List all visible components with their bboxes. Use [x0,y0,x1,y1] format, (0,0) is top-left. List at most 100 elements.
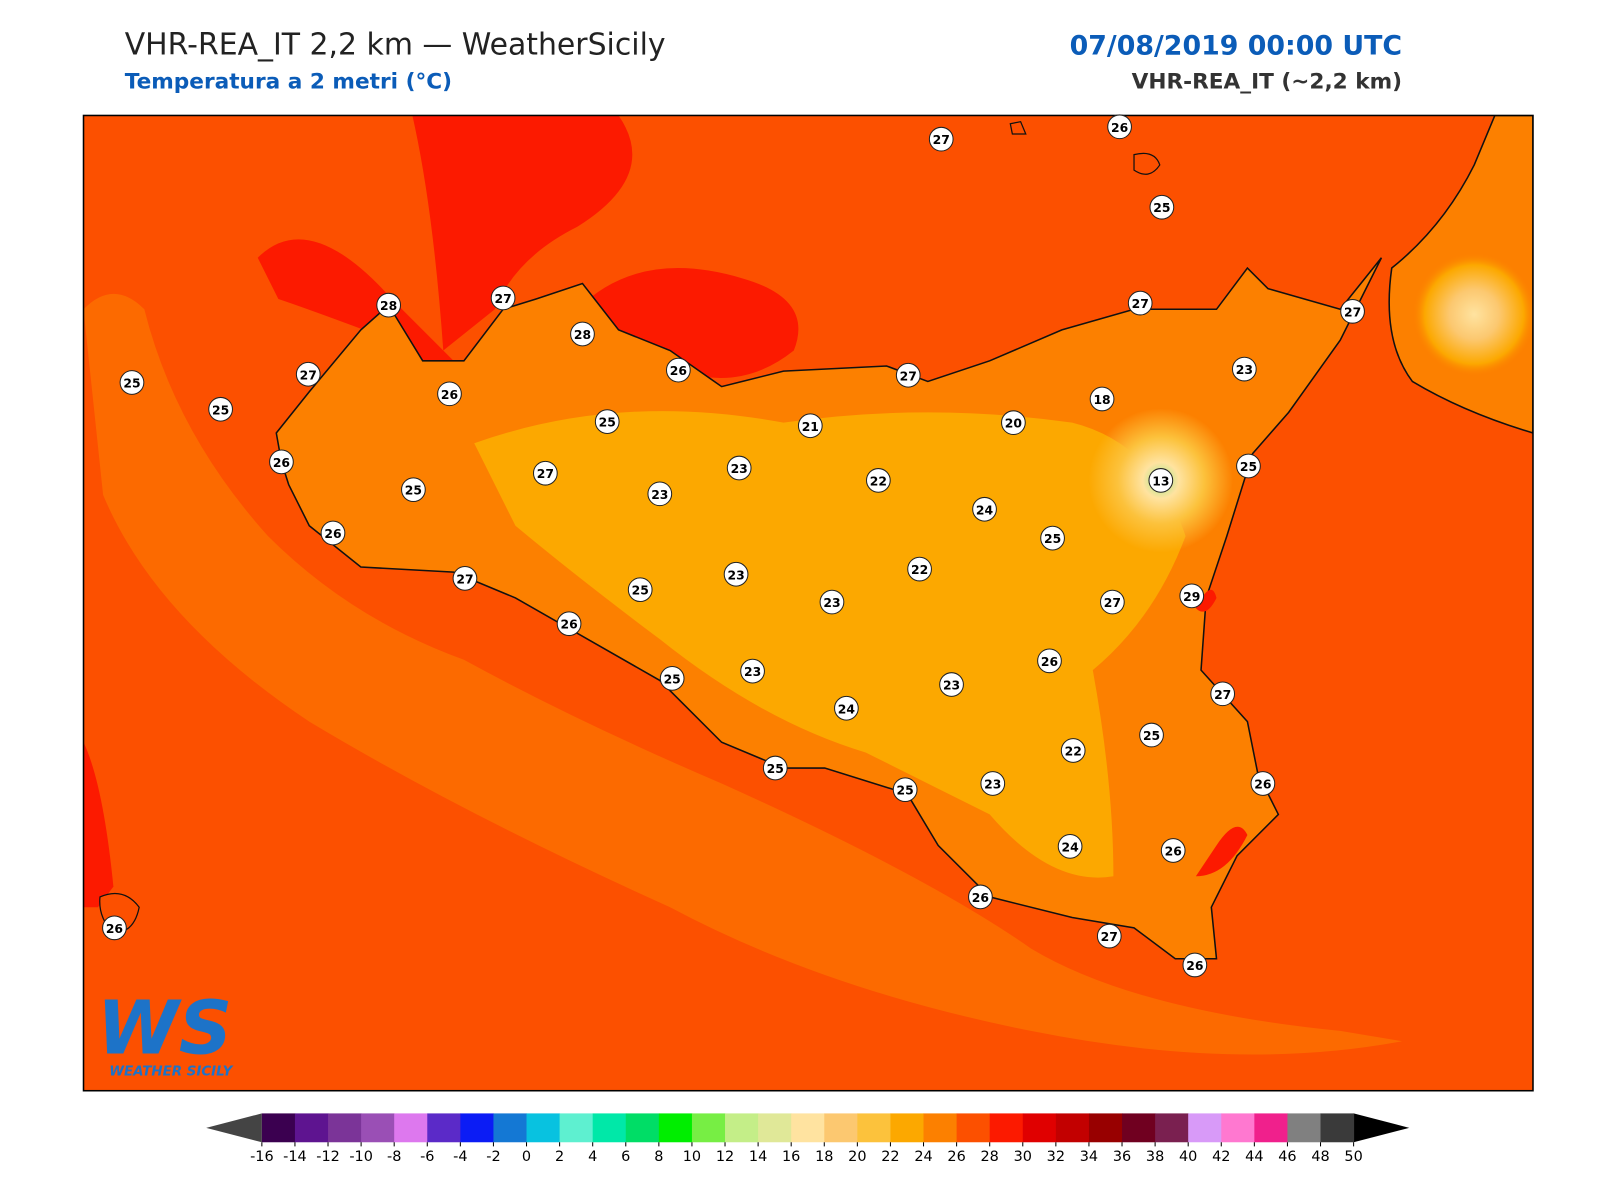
colorbar-tick-label: -12 [316,1149,340,1165]
station-value: 13 [1152,474,1169,488]
station-marker [1179,583,1205,609]
station-marker [865,468,891,493]
station-value: 23 [823,596,840,610]
colorbar-bin [427,1113,461,1143]
station-value: 26 [1254,778,1271,792]
station-value: 26 [106,922,123,936]
station-value: 25 [897,784,914,798]
station-value: 23 [744,665,761,679]
station-marker [907,556,932,582]
station-marker [1107,114,1132,140]
station-value: 18 [1093,393,1110,407]
station-value: 25 [405,484,422,498]
station: 23 [726,455,752,481]
station-value: 26 [1041,655,1058,669]
station-marker [1100,589,1125,615]
station-value: 25 [123,377,140,391]
colorbar-tick-label: 28 [981,1149,999,1165]
colorbar-bin [592,1113,627,1143]
station-marker [723,561,749,587]
station: 27 [490,285,516,311]
station-marker [437,381,462,407]
colorbar-tick-label: 0 [522,1149,531,1165]
station: 25 [762,755,788,781]
station-marker [295,361,321,387]
station-marker [740,658,765,684]
station-marker [647,481,673,507]
station-marker [1001,410,1026,436]
station-value: 27 [1101,930,1118,944]
colorbar-tick-label: 26 [947,1149,965,1165]
colorbar-bin [1055,1113,1090,1143]
station: 28 [570,321,595,347]
station-marker [1060,738,1086,763]
station: 26 [968,884,993,910]
station: 25 [892,777,918,803]
station: 26 [1250,771,1276,796]
colorbar-bin [824,1113,858,1143]
sea-warm-band [83,293,1403,1055]
colorbar-tick-label: 2 [555,1149,564,1165]
station: 27 [895,362,921,388]
station: 22 [1060,738,1086,763]
colorbar-bin [1221,1113,1255,1143]
station-value: 27 [1214,688,1231,702]
station-value: 22 [1065,745,1082,759]
station-marker [1210,681,1236,707]
colorbar-bin [725,1113,759,1143]
station: 27 [452,565,478,591]
station-value: 25 [632,584,649,598]
colorbar-bin [1088,1113,1123,1143]
station: 25 [1139,722,1164,748]
station-marker [1037,648,1062,674]
station: 27 [1340,298,1365,324]
station-value: 27 [1132,297,1149,311]
colorbar-bin [857,1113,891,1143]
warm-patch [577,268,799,379]
station: 23 [939,672,964,697]
station-marker [972,496,997,522]
station: 27 [295,361,321,387]
station: 24 [972,496,997,522]
colorbar-tick-label: -10 [349,1149,373,1165]
station-marker [892,777,918,803]
station-value: 28 [380,299,397,313]
station-value: 26 [1186,959,1203,973]
colorbar-bin [526,1113,561,1143]
colorbar-tick-label: 48 [1311,1149,1329,1165]
station-value: 25 [767,762,784,776]
station: 27 [1100,589,1125,615]
station: 13 [1148,468,1174,493]
station-value: 24 [976,503,994,517]
station: 27 [928,126,954,152]
stations: 27 26 25 28 27 28 27 27 25 27 25 26 26 27 23 25 21 20 18 26… [102,114,1365,978]
station-marker [627,577,653,603]
station-marker [556,611,582,637]
station-marker [1236,453,1261,479]
station-marker [1231,356,1257,382]
station-value: 25 [1240,460,1257,474]
station-marker [665,357,691,383]
colorbar-tick-label: 12 [716,1149,734,1165]
station-value: 27 [537,467,554,481]
station-value: 24 [838,702,856,716]
colorbar-bin [923,1113,958,1143]
colorbar-tick-label: 30 [1014,1149,1032,1165]
station: 27 [1210,681,1236,707]
station-value: 26 [324,527,341,541]
station: 26 [1160,838,1186,863]
station-value: 26 [972,891,989,905]
map-frame [82,114,1534,1092]
colorbar-bin [460,1113,494,1143]
station-value: 23 [727,568,744,582]
colorbar-bin [956,1113,991,1143]
station: 25 [659,665,685,691]
colorbar-bin [791,1113,825,1143]
colorbar-tick-label: -4 [453,1149,467,1165]
colorbar-bin [691,1113,726,1143]
station-marker [1148,468,1174,493]
station-value: 26 [560,618,577,632]
station-value: 23 [1236,363,1253,377]
station: 18 [1089,386,1115,412]
